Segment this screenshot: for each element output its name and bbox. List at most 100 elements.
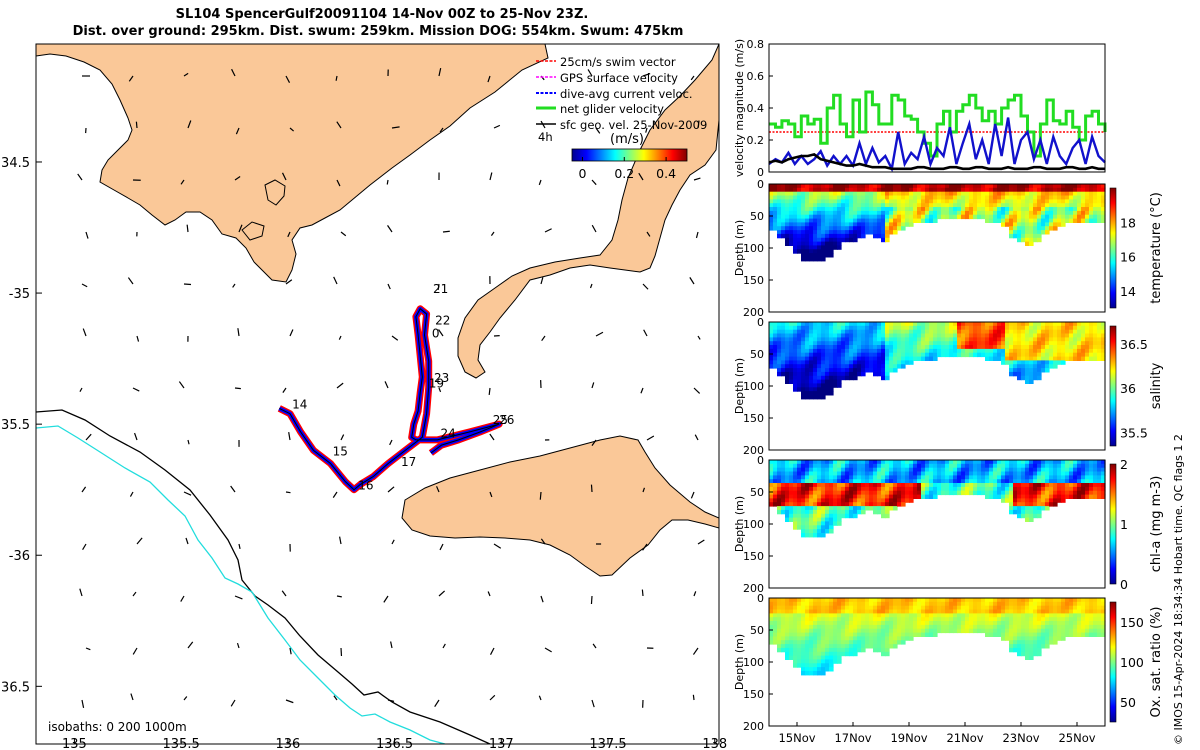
section-cell <box>881 337 886 342</box>
section-cell <box>825 605 830 611</box>
section-cell <box>785 502 790 507</box>
section-cell <box>837 230 842 235</box>
section-cell <box>953 352 958 358</box>
section-cell <box>781 203 786 208</box>
section-cell <box>821 651 826 657</box>
section-cell <box>805 647 810 653</box>
section-cell <box>1081 479 1086 484</box>
section-cell <box>1089 621 1094 626</box>
section-cell <box>837 341 842 346</box>
section-cell <box>769 502 774 507</box>
section-cell <box>781 624 786 630</box>
section-cell <box>829 463 834 469</box>
section-cell <box>985 345 990 350</box>
section-cell <box>857 494 862 499</box>
section-cell <box>933 356 938 361</box>
section-cell <box>929 624 934 630</box>
section-cell <box>1041 463 1046 469</box>
section-cell <box>777 230 782 235</box>
section-cell <box>941 329 946 335</box>
section-cell <box>793 383 798 388</box>
section-cell <box>817 230 822 235</box>
section-cell <box>897 184 902 189</box>
section-cell <box>897 498 902 503</box>
section-cell <box>1053 352 1058 358</box>
section-cell <box>837 506 842 511</box>
section-cell <box>945 187 950 193</box>
map-ytick-label: -35 <box>9 287 30 302</box>
section-cell <box>909 460 914 465</box>
section-cell <box>1021 509 1026 515</box>
section-cell <box>769 463 774 469</box>
section-cell <box>825 628 830 634</box>
section-cell <box>1045 325 1050 331</box>
section-cell <box>1049 609 1054 614</box>
section-cell <box>845 348 850 354</box>
section-cell <box>905 460 910 465</box>
section-cell <box>1057 322 1062 327</box>
section-cell <box>1097 184 1102 189</box>
geo-vector <box>640 387 644 394</box>
section-cell <box>785 613 790 618</box>
section-cell <box>829 214 834 220</box>
section-cell <box>1081 195 1086 200</box>
section-cell <box>909 203 914 208</box>
section-cell <box>1025 368 1030 373</box>
section-cell <box>1081 352 1086 358</box>
section-cell <box>949 195 954 200</box>
section-cell <box>889 226 894 231</box>
section-cell <box>1057 203 1062 208</box>
section-cell <box>889 640 894 645</box>
section-cell <box>1033 647 1038 653</box>
section-cell <box>945 195 950 200</box>
section-cell <box>1021 463 1026 469</box>
section-cell <box>821 521 826 526</box>
section-cell <box>805 199 810 204</box>
section-cell <box>1065 207 1070 212</box>
section-cell <box>817 467 822 473</box>
section-cell <box>829 475 834 480</box>
section-cell <box>1037 364 1042 369</box>
section-cell <box>885 191 890 197</box>
section-cell <box>949 483 954 488</box>
section-cell <box>973 329 978 335</box>
section-cell <box>953 617 958 622</box>
section-cell <box>805 383 810 388</box>
section-cell <box>789 237 794 243</box>
velocity-series <box>768 90 1107 173</box>
section-cell <box>1061 475 1066 480</box>
section-cell <box>849 364 854 369</box>
geo-vector <box>288 432 291 441</box>
section-cell <box>1073 203 1078 208</box>
section-cell <box>1029 506 1034 511</box>
section-cell <box>861 325 866 331</box>
section-cell <box>805 226 810 231</box>
section-cell <box>1037 463 1042 469</box>
section-cell <box>893 632 898 637</box>
section-cell <box>1021 506 1026 511</box>
section-cell <box>885 345 890 350</box>
section-cell <box>789 605 794 611</box>
section-cell <box>877 598 882 603</box>
section-cell <box>861 333 866 338</box>
section-cell <box>1101 218 1106 223</box>
section-cell <box>841 513 846 519</box>
section-cell <box>949 333 954 338</box>
section-cell <box>949 475 954 480</box>
section-cell <box>965 471 970 476</box>
geo-vector <box>136 335 140 342</box>
section-cell <box>1013 640 1018 645</box>
section-cell <box>985 475 990 480</box>
section-cell <box>1033 628 1038 634</box>
section-cell <box>937 337 942 342</box>
section-cell <box>773 203 778 208</box>
section-cell <box>1093 348 1098 354</box>
section-cell <box>857 187 862 193</box>
section-cell <box>1049 364 1054 369</box>
section-cell <box>797 509 802 515</box>
section-cell <box>933 628 938 634</box>
section-cell <box>917 207 922 212</box>
section-cell <box>945 460 950 465</box>
section-cell <box>1009 490 1014 496</box>
section-cell <box>801 605 806 611</box>
